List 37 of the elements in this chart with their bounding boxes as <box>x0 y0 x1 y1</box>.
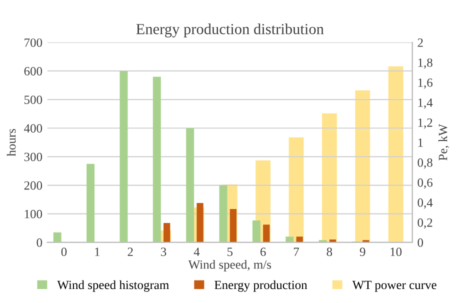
y-tick-label: 600 <box>24 67 42 76</box>
y2-tick-label: 1,6 <box>418 78 432 89</box>
y2-tick-label: 0,2 <box>418 218 432 229</box>
y-tick-label: 0 <box>36 238 42 247</box>
y2-tick-label: 0,6 <box>418 178 432 189</box>
y-tick-label: 400 <box>24 124 42 133</box>
y2-tick-label: 1,4 <box>418 98 433 109</box>
legend-label: WT power curve <box>352 280 436 292</box>
x-tick-label: 10 <box>390 248 402 256</box>
y2-tick-label: 0,4 <box>418 198 433 209</box>
y2-tick-label: 1 <box>418 138 423 147</box>
y2-tick-label: 1,8 <box>418 58 432 69</box>
x-tick-label: 5 <box>227 248 233 256</box>
x-axis-title: Wind speed, m/s <box>188 260 272 272</box>
y-axis-title: hours <box>6 128 16 156</box>
legend-label: Wind speed histogram <box>57 280 169 292</box>
y2-tick-label: 0 <box>418 238 424 247</box>
x-tick-label: 0 <box>61 248 67 256</box>
x-tick-label: 2 <box>128 248 133 256</box>
x-tick-label: 3 <box>161 248 166 256</box>
y2-tick-label: 1,2 <box>418 118 432 129</box>
y2-tick-label: 0,8 <box>418 158 432 169</box>
x-tick-label: 4 <box>194 248 200 256</box>
legend-label: Energy production <box>214 280 308 292</box>
y2-axis-title: Pe, kW <box>438 124 450 160</box>
x-tick-label: 7 <box>294 248 300 256</box>
y-tick-label: 200 <box>24 181 42 190</box>
y-tick-label: 100 <box>24 210 42 218</box>
x-tick-label: 8 <box>326 248 332 256</box>
x-tick-label: 1 <box>95 248 100 256</box>
x-tick-label: 6 <box>260 248 266 256</box>
y2-tick-label: 2 <box>418 38 423 47</box>
x-tick-label: 9 <box>360 248 366 256</box>
y-tick-label: 500 <box>24 96 42 104</box>
chart-title: Energy production distribution <box>136 23 324 38</box>
y-tick-label: 300 <box>24 152 42 162</box>
y-tick-label: 700 <box>24 38 42 47</box>
